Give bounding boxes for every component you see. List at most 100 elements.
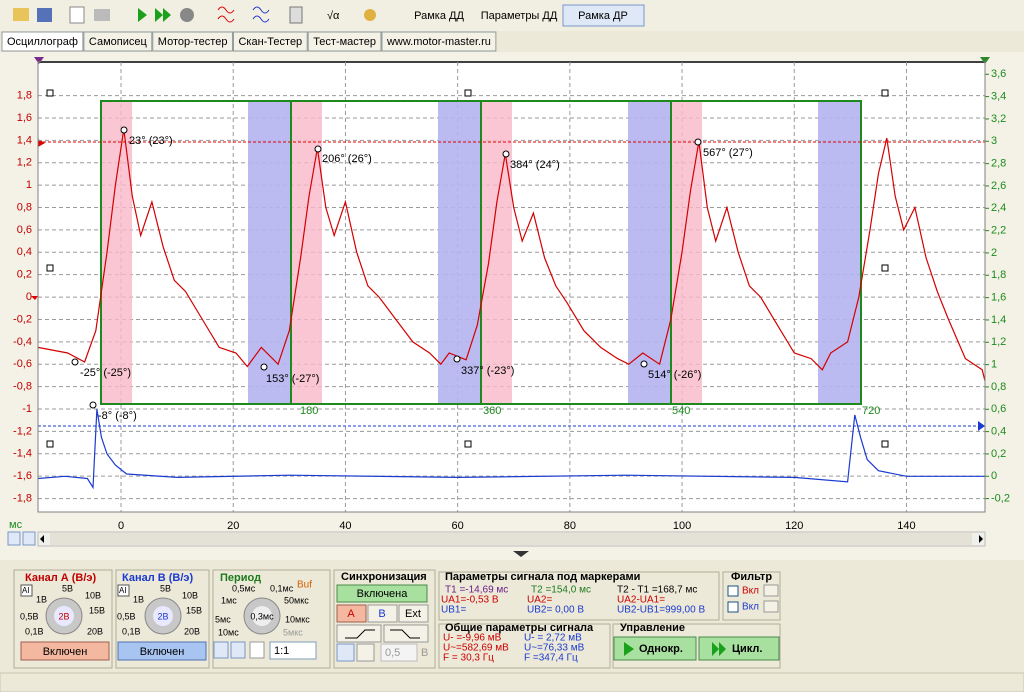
band-pink <box>481 101 512 404</box>
manual-button[interactable] <box>356 643 375 662</box>
splitter[interactable] <box>513 551 529 557</box>
more-button[interactable] <box>763 584 779 597</box>
scale-label: 0,5В <box>117 611 136 621</box>
marker-dot[interactable] <box>694 138 702 146</box>
y-tick-label: -0,4 <box>13 336 32 348</box>
marker-dot[interactable] <box>640 360 648 368</box>
scale-label: 1В <box>133 594 144 604</box>
handle[interactable] <box>46 89 54 97</box>
more-button[interactable] <box>763 600 779 613</box>
tab[interactable]: www.motor-master.ru <box>381 31 497 52</box>
handle[interactable] <box>464 440 472 448</box>
marker-dot[interactable] <box>502 150 510 158</box>
tab-label: Скан-Тестер <box>238 36 302 48</box>
edge-icon <box>390 629 420 639</box>
save-icon[interactable] <box>37 8 52 22</box>
signal-b-icon[interactable] <box>252 6 270 23</box>
angle-label: 720 <box>862 405 880 417</box>
y-tick-label: 1,6 <box>17 112 32 124</box>
knob-center[interactable] <box>153 606 173 626</box>
scroll-thumb[interactable] <box>50 533 972 545</box>
tab[interactable]: Тест-мастер <box>307 31 382 52</box>
tab[interactable]: Самописец <box>83 31 153 52</box>
tab-bg <box>232 31 308 52</box>
y2-tick-label: 1 <box>991 359 997 371</box>
source-button[interactable] <box>367 604 398 623</box>
handle[interactable] <box>881 440 889 448</box>
angle-label: 360 <box>483 405 501 417</box>
level-input[interactable] <box>380 643 418 662</box>
knob-center[interactable] <box>54 606 74 626</box>
handle[interactable] <box>464 89 472 97</box>
marker-dot[interactable] <box>260 363 268 371</box>
calc-icon[interactable] <box>289 6 303 24</box>
source-button[interactable] <box>398 604 429 623</box>
handle[interactable] <box>881 89 889 97</box>
waveforms <box>37 129 986 490</box>
tab[interactable]: Скан-Тестер <box>232 31 308 52</box>
handle[interactable] <box>46 264 54 272</box>
play-icon[interactable] <box>138 8 147 22</box>
signal-a-icon[interactable] <box>217 6 235 23</box>
zoom-button[interactable] <box>22 531 36 546</box>
zoom-out[interactable] <box>230 641 246 659</box>
band-pink <box>101 101 132 404</box>
toolbar-button[interactable]: Рамка ДР <box>578 10 628 22</box>
source-button[interactable] <box>336 604 367 623</box>
marker-handle[interactable] <box>980 57 990 64</box>
marker-dot[interactable] <box>120 126 128 134</box>
marker-handle[interactable] <box>34 57 44 64</box>
param: U~=582,69 мВ <box>443 643 509 654</box>
band-blue <box>628 101 671 404</box>
tab[interactable]: Мотор-тестер <box>152 31 233 52</box>
single-button[interactable] <box>613 636 697 661</box>
toolbar-button[interactable]: Рамка ДД <box>414 10 464 22</box>
sound-icon[interactable] <box>364 9 376 21</box>
sqrt-icon[interactable]: √α <box>327 10 340 22</box>
page-icon[interactable] <box>249 641 265 659</box>
edge-rise[interactable] <box>336 624 382 643</box>
marker-dot[interactable] <box>314 145 322 153</box>
y-tick-label: -0,6 <box>13 358 32 370</box>
knob-value: 2В <box>58 611 69 621</box>
auto-button[interactable] <box>336 643 355 662</box>
checkbox[interactable] <box>727 585 739 597</box>
handle[interactable] <box>881 264 889 272</box>
level-mark-b[interactable] <box>978 421 985 431</box>
icon-box[interactable] <box>117 584 130 597</box>
enable-button[interactable] <box>20 641 110 661</box>
enable-button[interactable] <box>117 641 207 661</box>
checkbox[interactable] <box>727 601 739 613</box>
buf-label: Buf <box>297 580 312 591</box>
sync-button[interactable] <box>336 584 428 603</box>
preview-icon[interactable] <box>69 6 85 24</box>
source-label: Ext <box>405 608 421 620</box>
tab[interactable]: Осциллограф <box>1 31 84 52</box>
panel-title: Параметры сигнала под маркерами <box>445 571 640 583</box>
param: T1 =-14,69 мс <box>445 585 508 596</box>
marker-dot[interactable] <box>71 358 79 366</box>
zoom-in[interactable] <box>213 641 229 659</box>
play-icon <box>624 642 634 656</box>
open-icon[interactable] <box>13 8 29 21</box>
marker-dot[interactable] <box>453 355 461 363</box>
active-button-bg[interactable] <box>562 4 645 27</box>
knob-center[interactable] <box>252 606 272 626</box>
fast-play-icon[interactable] <box>155 8 171 22</box>
panel-title: Общие параметры сигнала <box>445 622 594 634</box>
knob-value: 2В <box>157 611 168 621</box>
angle-label: 180 <box>300 405 318 417</box>
marker-label: 206° (26°) <box>322 153 372 165</box>
ratio-select[interactable] <box>269 641 317 660</box>
zoom-button[interactable] <box>7 531 21 546</box>
x-tick-label: 140 <box>897 520 915 532</box>
toolbar-button[interactable]: Параметры ДД <box>481 10 558 22</box>
marker-dot[interactable] <box>89 401 97 409</box>
y-tick-label: 0,4 <box>17 246 32 258</box>
stop-icon[interactable] <box>180 8 194 22</box>
x-unit: мс <box>9 519 23 531</box>
icon-box[interactable] <box>20 584 33 597</box>
print-icon[interactable] <box>94 9 110 21</box>
handle[interactable] <box>46 440 54 448</box>
